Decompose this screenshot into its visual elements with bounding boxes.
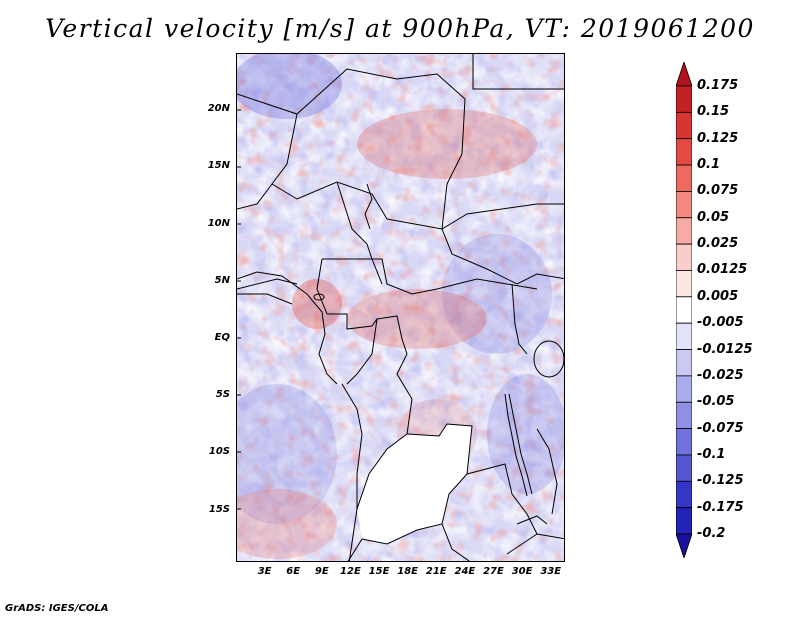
- colorbar-bin: [676, 243, 692, 271]
- colorbar-bin: [676, 270, 692, 298]
- colorbar-bin: [676, 454, 692, 482]
- vertical-velocity-field: [237, 54, 564, 561]
- colorbar-label: -0.2: [697, 526, 726, 541]
- map-panel: [236, 53, 565, 562]
- colorbar-label: -0.175: [697, 499, 744, 515]
- lon-label: 18E: [397, 566, 419, 577]
- colorbar-label: 0.05: [697, 209, 730, 225]
- lon-label: 12E: [340, 566, 361, 577]
- colorbar-label: 0.075: [697, 183, 739, 199]
- colorbar-label: 0.0125: [697, 262, 748, 278]
- lon-label: 3E: [257, 566, 272, 577]
- colorbar-label: -0.05: [697, 394, 735, 410]
- lon-label: 30E: [511, 566, 533, 577]
- colorbar-bin: [676, 296, 692, 324]
- lat-label: 10S: [208, 446, 230, 458]
- lat-label: 5N: [214, 274, 230, 286]
- lat-label: 15N: [207, 160, 230, 172]
- lat-label: 15S: [208, 503, 230, 515]
- colorbar: [676, 62, 692, 558]
- colorbar-bin: [676, 164, 692, 192]
- lat-label: EQ: [214, 331, 230, 343]
- lon-label: 6E: [286, 566, 301, 577]
- grads-credit: GrADS: IGES/COLA: [5, 603, 109, 614]
- colorbar-top-arrow: [676, 62, 692, 87]
- lat-label: 5S: [215, 389, 230, 401]
- colorbar-bin: [676, 349, 692, 377]
- lon-label: 27E: [483, 566, 504, 577]
- colorbar-label: -0.025: [697, 367, 744, 383]
- colorbar-bin: [676, 507, 692, 535]
- lon-label: 21E: [425, 566, 447, 577]
- colorbar-label: -0.005: [697, 315, 744, 331]
- colorbar-bin: [676, 191, 692, 219]
- colorbar-bottom-arrow: [676, 533, 692, 558]
- colorbar-label: -0.075: [697, 420, 744, 436]
- colorbar-label: 0.125: [697, 130, 739, 146]
- colorbar-label: 0.1: [697, 157, 721, 173]
- colorbar-bin: [676, 217, 692, 245]
- colorbar-bin: [676, 322, 692, 350]
- colorbar-label: -0.1: [697, 446, 726, 462]
- colorbar-bin: [676, 480, 692, 509]
- colorbar-bin: [676, 375, 692, 403]
- colorbar-label: 0.005: [697, 288, 739, 304]
- colorbar-bin: [676, 401, 692, 429]
- colorbar-label: 0.175: [697, 78, 739, 93]
- lon-label: 24E: [454, 566, 476, 577]
- colorbar-bin: [676, 428, 692, 456]
- chart-title: Vertical velocity [m/s] at 900hPa, VT: 2…: [45, 14, 755, 43]
- lon-label: 15E: [368, 566, 390, 577]
- lon-label: 9E: [314, 566, 329, 577]
- colorbar-label: 0.025: [697, 236, 739, 252]
- colorbar-label: 0.15: [697, 104, 730, 120]
- lat-label: 10N: [207, 217, 230, 229]
- colorbar-label: -0.125: [697, 473, 744, 489]
- colorbar-label: -0.0125: [697, 341, 753, 357]
- colorbar-bin: [676, 111, 692, 140]
- lon-label: 33E: [540, 566, 562, 577]
- colorbar-bin: [676, 138, 692, 166]
- colorbar-bin: [676, 85, 692, 113]
- lat-label: 20N: [207, 103, 230, 115]
